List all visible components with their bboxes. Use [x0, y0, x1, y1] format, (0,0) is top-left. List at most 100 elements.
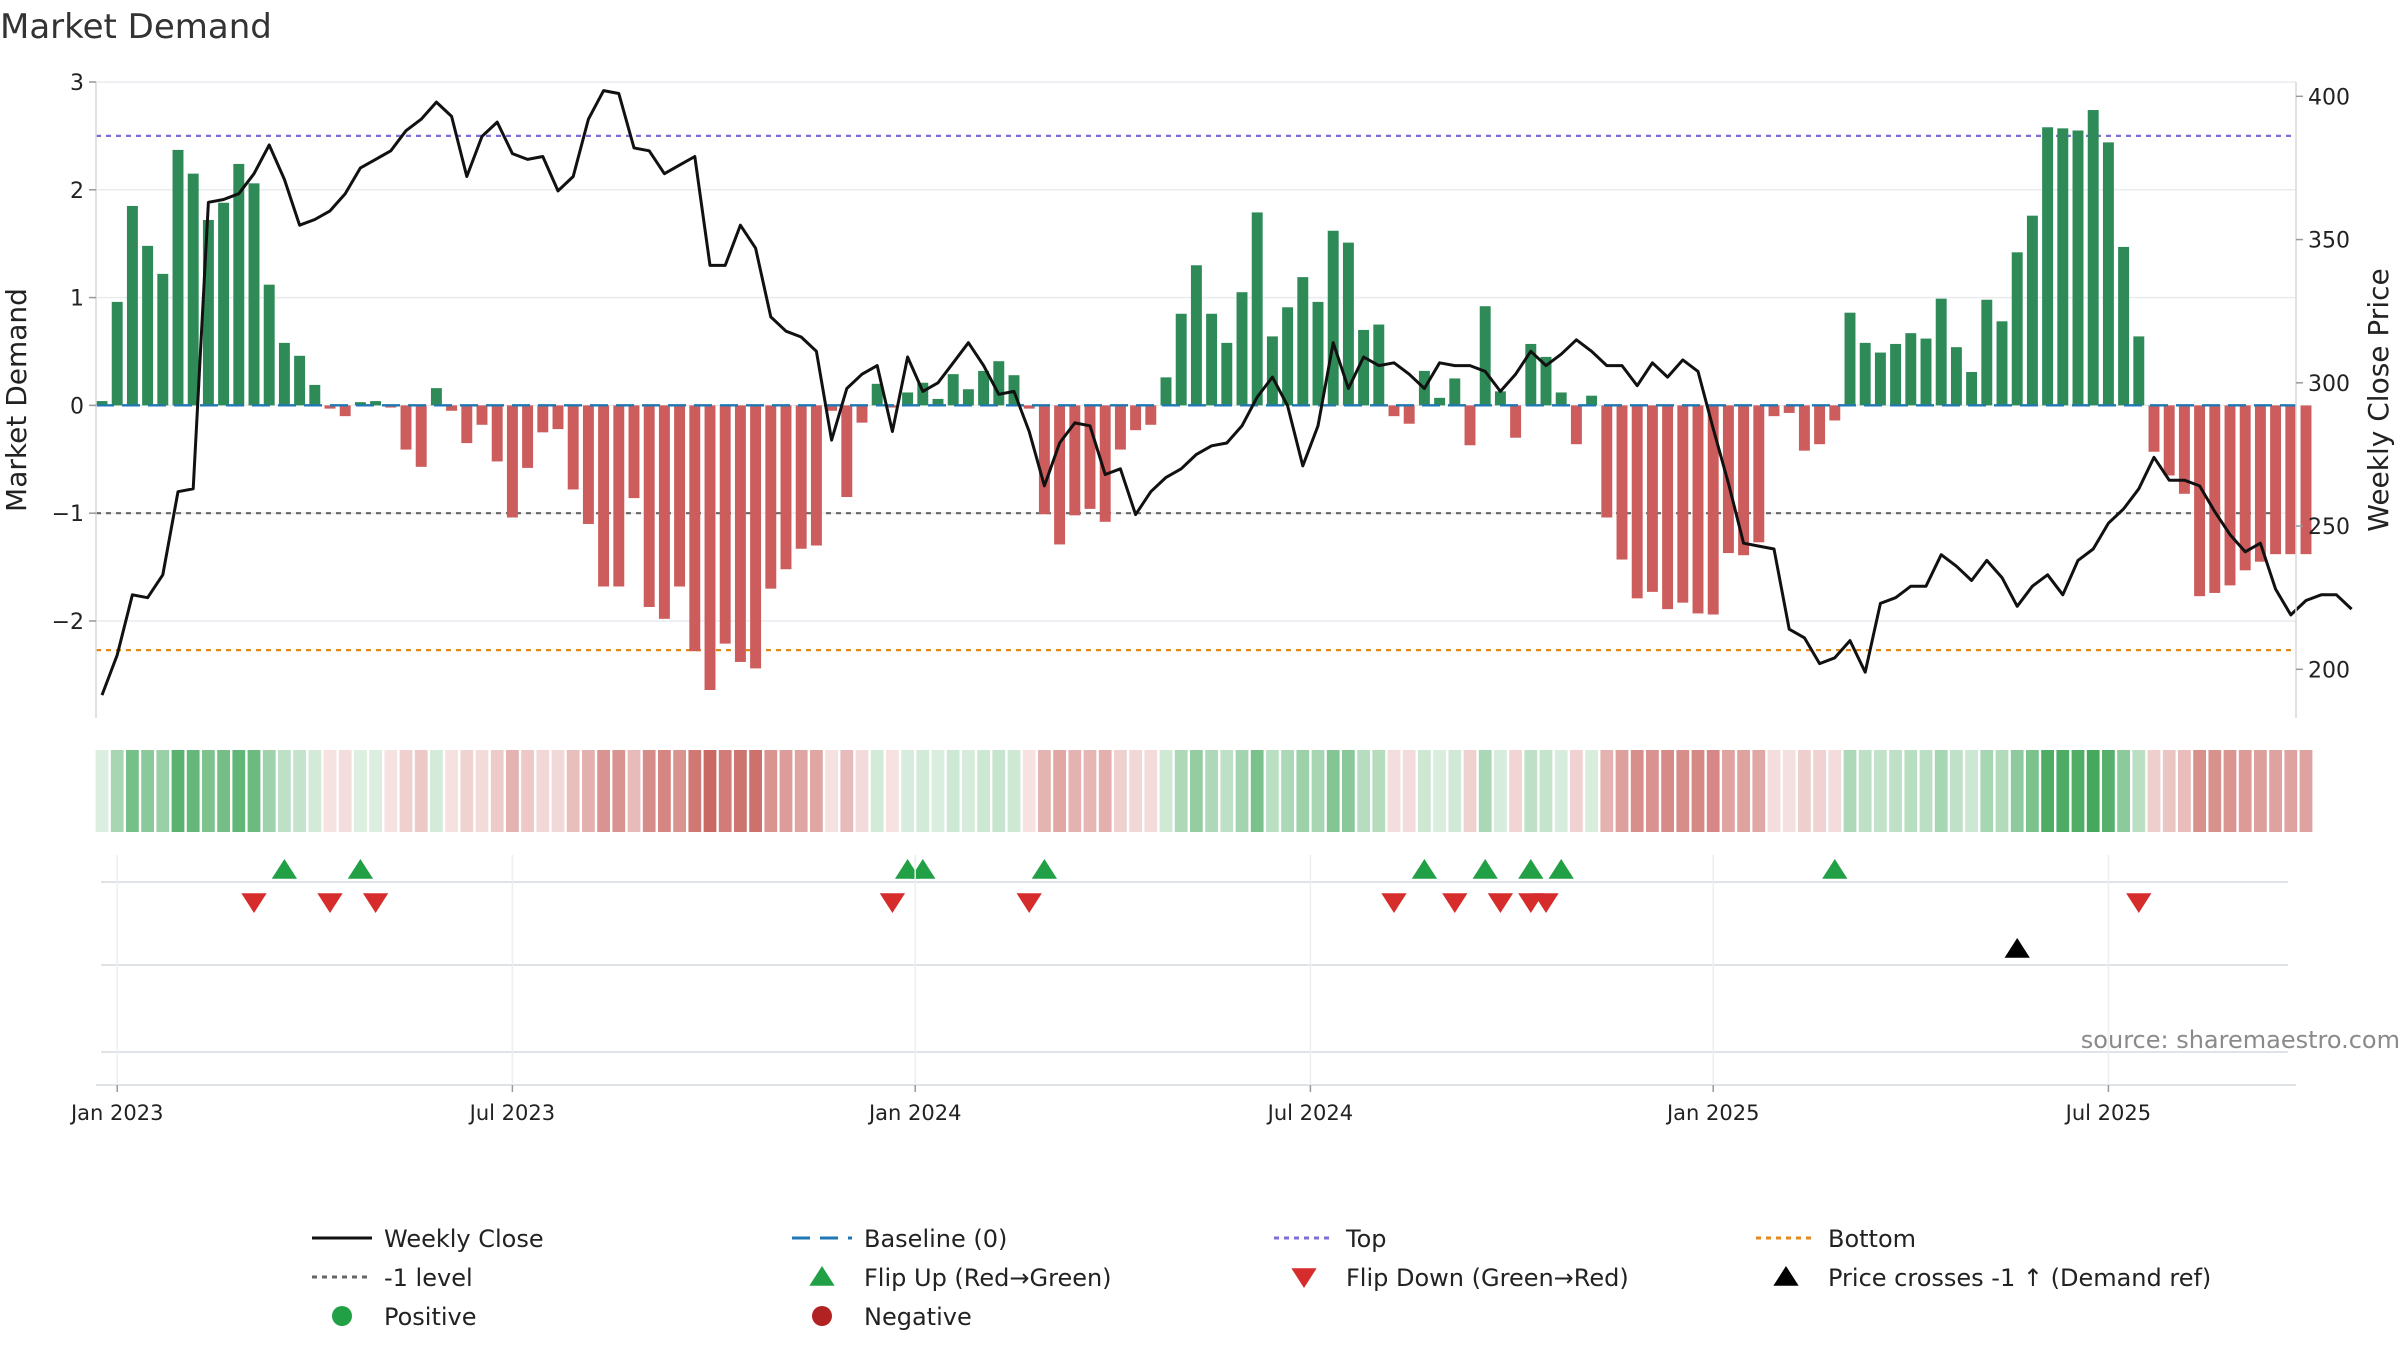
heat-cell	[1934, 750, 1948, 832]
heat-cell	[1190, 750, 1203, 832]
demand-bar	[734, 405, 746, 662]
heat-cell	[1357, 750, 1370, 832]
heat-cell	[1737, 750, 1750, 832]
demand-bar	[643, 405, 655, 607]
heat-cell	[399, 750, 413, 832]
legend-label: Flip Up (Red→Green)	[864, 1264, 1112, 1292]
demand-bar	[2133, 336, 2145, 406]
heat-cell	[384, 750, 398, 832]
weekly-close-line-group	[100, 89, 2353, 696]
heat-cell	[1372, 750, 1386, 832]
heat-cell	[1083, 750, 1097, 832]
demand-bar	[1798, 405, 1810, 451]
heat-cell	[627, 750, 641, 832]
heat-cell	[886, 750, 899, 832]
legend-label: Weekly Close	[384, 1225, 544, 1253]
flip-up-marker	[1548, 859, 1574, 879]
demand-bar	[552, 405, 564, 430]
left-tick-label: −1	[52, 502, 84, 527]
heat-cell	[870, 750, 884, 832]
heat-cell	[95, 750, 109, 832]
heat-cell	[217, 750, 230, 832]
heat-cell	[1007, 750, 1021, 832]
axes	[95, 82, 2297, 718]
demand-bar	[1206, 313, 1218, 406]
heat-cell	[186, 750, 200, 832]
heat-cell	[1174, 750, 1188, 832]
heat-cell	[1630, 750, 1644, 832]
right-tick-label: 300	[2308, 372, 2350, 397]
heat-cell	[779, 750, 793, 832]
demand-bar	[1631, 405, 1643, 599]
heat-cell	[688, 750, 702, 832]
legend-item-flip-down-green-red: Flip Down (Green→Red)	[1291, 1264, 1629, 1292]
heat-cell	[1159, 750, 1173, 832]
heat-cell	[1904, 750, 1918, 832]
heat-cell	[1965, 750, 1978, 832]
legend: Weekly Close Baseline (0) Top Bottom -1 leve…	[312, 1225, 2211, 1331]
heat-cell	[1889, 750, 1902, 832]
left-tick-label: 1	[70, 287, 84, 312]
demand-bar	[1662, 405, 1674, 610]
heat-cell	[764, 750, 778, 832]
demand-bar	[1358, 329, 1370, 406]
flip-down-marker	[2126, 893, 2152, 913]
heat-cell	[2041, 750, 2054, 832]
demand-bar	[1494, 391, 1506, 406]
heat-cell	[931, 750, 945, 832]
demand-bar	[415, 405, 427, 467]
demand-bar	[1236, 292, 1248, 406]
heat-cell	[1752, 750, 1766, 832]
demand-bar	[1342, 242, 1354, 406]
heat-cell	[734, 750, 747, 832]
right-tick-label: 250	[2308, 515, 2350, 540]
heat-cell	[1676, 750, 1690, 832]
demand-bar	[1950, 347, 1962, 406]
heat-cell	[1767, 750, 1781, 832]
heat-cell	[2071, 750, 2085, 832]
heat-cell	[1281, 750, 1294, 832]
legend-label: Bottom	[1828, 1225, 1916, 1253]
heat-cell	[2193, 750, 2206, 832]
demand-bar	[2285, 405, 2297, 555]
demand-bar	[1251, 212, 1263, 406]
demand-bar	[1160, 377, 1172, 406]
heat-cell	[855, 750, 869, 832]
heat-cell	[1995, 750, 2009, 832]
flip-down-marker	[317, 893, 343, 913]
heat-cell	[794, 750, 808, 832]
heat-cell	[2132, 750, 2146, 832]
source-text: source: sharemaestro.com	[2081, 1026, 2400, 1054]
demand-bar	[689, 405, 701, 652]
heat-cell	[977, 750, 990, 832]
demand-bar	[1449, 378, 1461, 406]
demand-bar	[2270, 405, 2282, 555]
heat-cell	[2299, 750, 2313, 832]
heat-cell	[1706, 750, 1720, 832]
heat-cell	[946, 750, 960, 832]
heat-cell	[2223, 750, 2237, 832]
heat-cell	[1463, 750, 1477, 832]
demand-bar	[1114, 405, 1126, 450]
heat-cell	[2102, 750, 2115, 832]
flip-up-marker	[1822, 859, 1848, 879]
right-axis-label: Weekly Close Price	[2362, 268, 2395, 531]
demand-bar	[1829, 405, 1841, 421]
demand-bar	[142, 245, 154, 406]
demand-bar	[1145, 405, 1157, 425]
demand-bar	[2011, 252, 2023, 406]
heat-cell	[490, 750, 504, 832]
demand-bar	[2042, 127, 2054, 406]
event-markers	[96, 859, 2296, 1086]
demand-bar	[1905, 333, 1917, 406]
demand-bar	[126, 205, 138, 406]
heat-cell	[2010, 750, 2024, 832]
demand-bar	[2163, 405, 2175, 476]
demand-bar	[2102, 142, 2114, 406]
demand-bar	[582, 405, 594, 524]
heat-strip	[95, 750, 2313, 832]
demand-bar	[202, 219, 214, 406]
demand-bar	[1038, 405, 1050, 515]
demand-bar	[780, 405, 792, 570]
heat-cell	[247, 750, 261, 832]
